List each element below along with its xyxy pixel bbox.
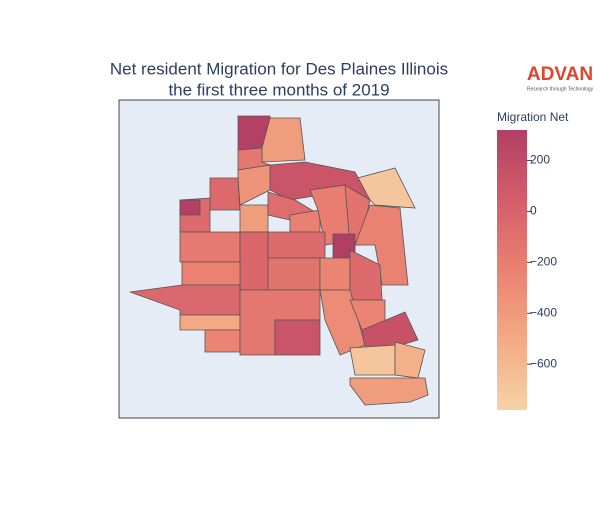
region [274, 319, 321, 356]
colorbar-title: Migration Net [497, 110, 569, 124]
colorbar-tick-label: 200 [530, 153, 550, 167]
region [349, 377, 429, 406]
map-title: Net resident Migration for Des Plaines I… [110, 59, 448, 78]
region [267, 257, 321, 291]
region [261, 117, 306, 163]
colorbar [497, 130, 527, 410]
region [239, 231, 269, 291]
region [237, 147, 272, 171]
region [204, 329, 241, 353]
region [239, 204, 269, 233]
region [267, 231, 326, 259]
region [179, 199, 201, 216]
region [319, 257, 351, 291]
region [179, 231, 241, 263]
colorbar-tick-label: 0 [530, 204, 537, 218]
map-subtitle: the first three months of 2019 [168, 80, 389, 99]
logo-tagline: Research through Technology [527, 86, 594, 92]
colorbar-tick-label: −600 [530, 356, 557, 370]
colorbar-tick-label: −200 [530, 255, 557, 269]
region [179, 314, 241, 331]
colorbar-tick-label: −400 [530, 305, 557, 319]
logo: ADVAN [527, 64, 593, 85]
region [349, 344, 396, 376]
region [181, 261, 241, 286]
region [209, 177, 241, 211]
regions [129, 115, 429, 406]
